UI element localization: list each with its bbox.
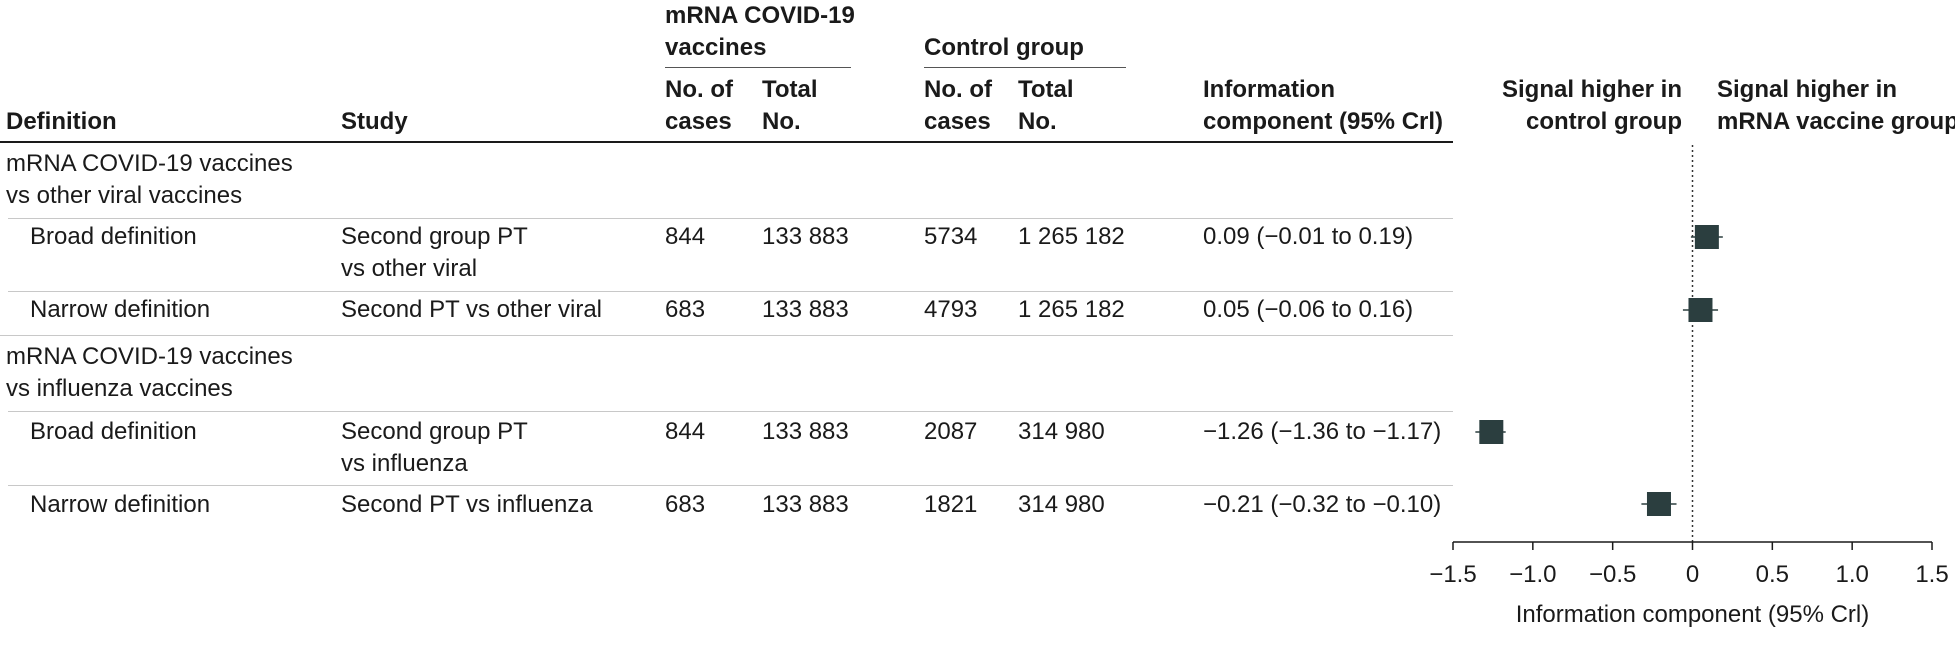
row-study: vs other viral: [341, 255, 478, 282]
section-title: mRNA COVID-19 vaccines: [6, 150, 293, 177]
row-study: Second PT vs influenza: [341, 491, 593, 518]
row-ctrl-cases: 4793: [924, 296, 978, 323]
row-divider: [8, 485, 1453, 486]
row-definition: Broad definition: [30, 418, 197, 445]
row-mrna-cases: 844: [665, 223, 706, 250]
right-signal-label-line1: Signal higher in: [1717, 76, 1898, 103]
row-ctrl-total: 314 980: [1018, 418, 1105, 445]
left-signal-label-line2: control group: [1526, 108, 1682, 135]
row-mrna-cases: 683: [665, 296, 706, 323]
row-mrna-cases: 844: [665, 418, 706, 445]
row-definition: Narrow definition: [30, 296, 211, 323]
right-signal-label-line2: mRNA vaccine group: [1717, 108, 1955, 135]
row-mrna-total: 133 883: [762, 418, 849, 445]
row-mrna-total: 133 883: [762, 491, 849, 518]
x-tick-label: −1.5: [1429, 561, 1476, 588]
ic-header-line1: Information: [1203, 76, 1335, 103]
row-ic: −1.26 (−1.36 to −1.17): [1203, 418, 1442, 445]
x-tick-label: −0.5: [1589, 561, 1636, 588]
mrna-total-header-line1: Total: [762, 76, 818, 103]
x-tick-label: 0: [1686, 561, 1699, 588]
row-mrna-cases: 683: [665, 491, 706, 518]
row-study: Second PT vs other viral: [341, 296, 603, 323]
row-ctrl-total: 1 265 182: [1018, 296, 1125, 323]
x-axis-label: Information component (95% Crl): [1516, 601, 1869, 628]
row-divider: [8, 291, 1453, 292]
mrna-cases-header-line2: cases: [665, 108, 732, 135]
estimate-marker: [1646, 492, 1671, 516]
mrna-cases-header-line1: No. of: [665, 76, 733, 103]
section-title: mRNA COVID-19 vaccines: [6, 343, 293, 370]
row-mrna-total: 133 883: [762, 223, 849, 250]
mrna-total-header-line2: No.: [762, 108, 801, 135]
row-ctrl-cases: 1821: [924, 491, 978, 518]
row-ctrl-total: 314 980: [1018, 491, 1105, 518]
section-divider: [0, 335, 1453, 336]
mrna-group-rule: [665, 67, 851, 68]
definition-header: Definition: [6, 108, 117, 135]
header-rule: [0, 141, 1453, 143]
ctrl-total-header-line1: Total: [1018, 76, 1074, 103]
ctrl-cases-header-line2: cases: [924, 108, 991, 135]
mrna-group-header-line1: mRNA COVID-19: [665, 2, 855, 29]
section-title: vs other viral vaccines: [6, 182, 243, 209]
left-signal-label-line1: Signal higher in: [1501, 76, 1682, 103]
ctrl-total-header-line2: No.: [1018, 108, 1057, 135]
row-ctrl-total: 1 265 182: [1018, 223, 1125, 250]
estimate-marker: [1694, 225, 1719, 249]
section-title: vs influenza vaccines: [6, 375, 233, 402]
row-ic: 0.05 (−0.06 to 0.16): [1203, 296, 1414, 323]
x-tick-label: 1.5: [1915, 561, 1948, 588]
row-ctrl-cases: 5734: [924, 223, 978, 250]
mrna-group-header-line2: vaccines: [665, 34, 767, 61]
study-header: Study: [341, 108, 408, 135]
row-ic: 0.09 (−0.01 to 0.19): [1203, 223, 1414, 250]
row-definition: Narrow definition: [30, 491, 211, 518]
row-mrna-total: 133 883: [762, 296, 849, 323]
estimate-marker: [1479, 420, 1504, 444]
row-ic: −0.21 (−0.32 to −0.10): [1203, 491, 1442, 518]
x-tick-label: 0.5: [1756, 561, 1789, 588]
control-group-header: Control group: [924, 34, 1084, 61]
ic-header-line2: component (95% Crl): [1203, 108, 1444, 135]
ctrl-cases-header-line1: No. of: [924, 76, 992, 103]
control-group-rule: [924, 67, 1126, 68]
row-divider: [8, 411, 1453, 412]
estimate-marker: [1688, 298, 1713, 322]
x-tick-label: −1.0: [1509, 561, 1556, 588]
row-ctrl-cases: 2087: [924, 418, 978, 445]
row-study: Second group PT: [341, 223, 528, 250]
row-study: Second group PT: [341, 418, 528, 445]
x-tick-label: 1.0: [1835, 561, 1868, 588]
row-study: vs influenza: [341, 450, 468, 477]
row-divider: [8, 218, 1453, 219]
row-definition: Broad definition: [30, 223, 197, 250]
